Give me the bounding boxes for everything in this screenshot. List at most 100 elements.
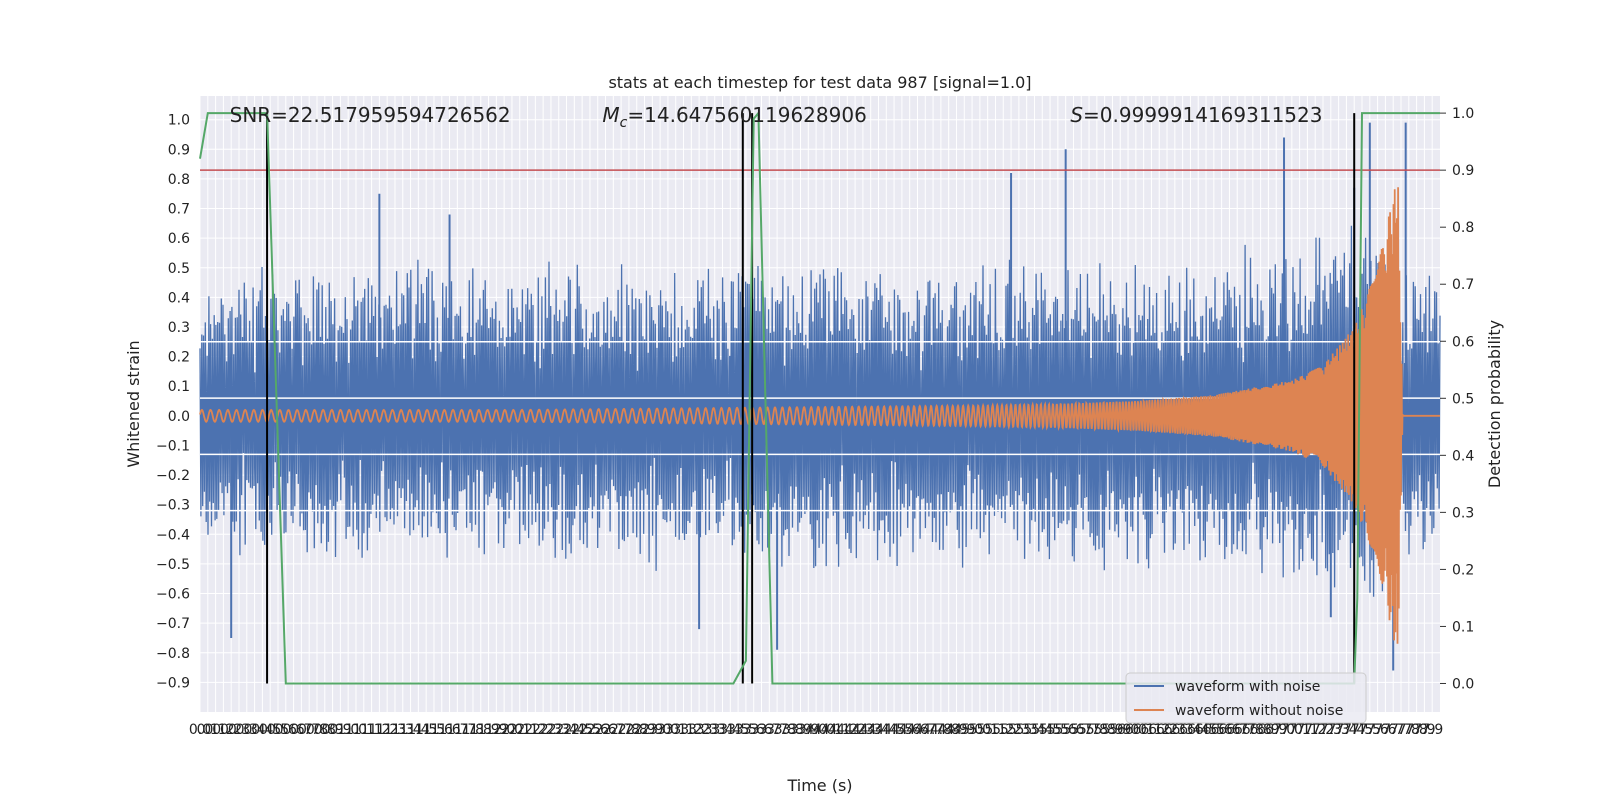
x-tick-label: 5.6 [1055, 722, 1077, 738]
y2-tick-label: 0.8 [1452, 220, 1474, 236]
x-tick-label: 0.7 [290, 722, 312, 738]
x-tick-label: 6.8 [1249, 722, 1271, 738]
y2-axis-label: Detection probability [1485, 320, 1504, 488]
x-tick-label: 2.1 [516, 722, 538, 738]
x-tick-label: 4.0 [813, 722, 835, 738]
x-tick-label: 4.5 [883, 722, 905, 738]
y-tick-label: 0.7 [168, 202, 190, 218]
x-tick-label: 2.5 [571, 722, 593, 738]
x-tick-label: 3.5 [735, 722, 757, 738]
x-tick-label: 4.9 [945, 722, 967, 738]
annotation-symbol: S [1070, 103, 1083, 127]
x-tick-label: 3.4 [711, 722, 733, 738]
x-tick-label: 3.0 [657, 722, 679, 738]
y2-tick-label: 0.0 [1452, 676, 1474, 692]
y-tick-label: −0.8 [156, 646, 190, 662]
x-tick-label: 6.4 [1187, 722, 1209, 738]
x-tick-label: 7.6 [1366, 722, 1388, 738]
x-tick-label: 3.1 [665, 722, 687, 738]
x-tick-label: 7.1 [1288, 722, 1310, 738]
y2-tick-label: 0.1 [1452, 619, 1474, 635]
annotation-text: SNR=22.517959594726562 [230, 103, 511, 127]
x-tick-label: 6.0 [1125, 722, 1147, 738]
legend: waveform with noise waveform without noi… [1125, 672, 1367, 724]
x-tick-label: 3.3 [696, 722, 718, 738]
right-y-ticks: 1.0 0.9 0.8 0.7 0.6 0.5 0.4 0.3 0.2 0.1 0.0 [1440, 106, 1474, 692]
x-tick-label: 2.8 [618, 722, 640, 738]
x-tick-label: 7.9 [1413, 722, 1435, 738]
white-guides [200, 341, 1440, 512]
x-tick-label: 6.9 [1265, 722, 1287, 738]
x-tick-label: 4.1 [828, 722, 850, 738]
x-tick-label: 2.0 [493, 722, 515, 738]
x-tick-label: 0.8 [314, 722, 336, 738]
y2-tick-label: 0.5 [1452, 391, 1474, 407]
x-tick-label: 6.1 [1133, 722, 1155, 738]
y2-tick-label: 0.4 [1452, 448, 1474, 464]
x-tick-label: 7.0 [1281, 722, 1303, 738]
x-tick-label: 0.0 [189, 722, 211, 738]
x-tick-label: 4.4 [875, 722, 897, 738]
x-tick-label: 1.8 [462, 722, 484, 738]
x-tick-label: 1.5 [423, 722, 445, 738]
x-tick-label: 2.6 [587, 722, 609, 738]
x-tick-label: 3.9 [797, 722, 819, 738]
x-tick-label: 0.6 [282, 722, 304, 738]
x-tick-label: 2.9 [633, 722, 655, 738]
y-tick-label: −0.5 [156, 557, 190, 573]
y-tick-label: 0.3 [168, 320, 190, 336]
x-tick-label: 4.2 [844, 722, 866, 738]
noise-series [199, 122, 1441, 671]
x-tick-label: 5.6 [1062, 722, 1084, 738]
y-tick-label: 0.9 [168, 142, 190, 158]
x-tick-label: 4.8 [930, 722, 952, 738]
x-tick-label: 7.2 [1304, 722, 1326, 738]
x-tick-label: 4.3 [852, 722, 874, 738]
x-tick-label: 1.6 [438, 722, 460, 738]
x-tick-label: 1.1 [360, 722, 382, 738]
x-tick-label: 2.2 [524, 722, 546, 738]
x-tick-label: 5.4 [1023, 722, 1045, 738]
x-tick-label: 1.3 [392, 722, 414, 738]
x-tick-label: 2.4 [555, 722, 577, 738]
x-tick-label: 2.2 [532, 722, 554, 738]
x-tick-label: 7.8 [1405, 722, 1427, 738]
x-tick-label: 5.7 [1070, 722, 1092, 738]
x-tick-label: 0.8 [306, 722, 328, 738]
y-tick-label: −0.9 [156, 675, 190, 691]
x-tick-label: 3.1 [672, 722, 694, 738]
x-tick-label: 3.7 [758, 722, 780, 738]
x-tick-label: 2.3 [548, 722, 570, 738]
x-tick-label: 0.1 [204, 722, 226, 738]
x-tick-label: 0.2 [220, 722, 242, 738]
x-tick-label: 6.6 [1218, 722, 1240, 738]
x-tick-label: 1.3 [384, 722, 406, 738]
y2-tick-label: 0.3 [1452, 505, 1474, 521]
x-tick-label: 6.2 [1156, 722, 1178, 738]
annotation-text: S=0.9999914169311523 [1070, 103, 1322, 127]
x-tick-label: 1.6 [431, 722, 453, 738]
x-tick-label: 0.9 [329, 722, 351, 738]
x-tick-label: 7.3 [1327, 722, 1349, 738]
x-tick-label: 5.5 [1047, 722, 1069, 738]
x-tick-label: 6.9 [1257, 722, 1279, 738]
x-tick-label: 3.6 [743, 722, 765, 738]
x-tick-label: 5.8 [1086, 722, 1108, 738]
y-tick-label: −0.3 [156, 498, 190, 514]
y2-tick-label: 0.2 [1452, 562, 1474, 578]
y-tick-label: 0.1 [168, 379, 190, 395]
probability-line [199, 110, 1440, 685]
x-tick-label: 3.5 [727, 722, 749, 738]
x-tick-label: 0.5 [259, 722, 281, 738]
x-tick-label: 7.9 [1421, 722, 1443, 738]
x-tick-label: 7.4 [1335, 722, 1357, 738]
x-tick-label: 7.1 [1296, 722, 1318, 738]
x-tick-label: 0.1 [197, 722, 219, 738]
x-tick-label: 5.8 [1094, 722, 1116, 738]
x-tick-label: 3.4 [719, 722, 741, 738]
x-tick-label: 6.3 [1172, 722, 1194, 738]
x-tick-label: 0.4 [243, 722, 265, 738]
y2-tick-label: 0.7 [1452, 277, 1474, 293]
x-tick-label: 5.0 [961, 722, 983, 738]
